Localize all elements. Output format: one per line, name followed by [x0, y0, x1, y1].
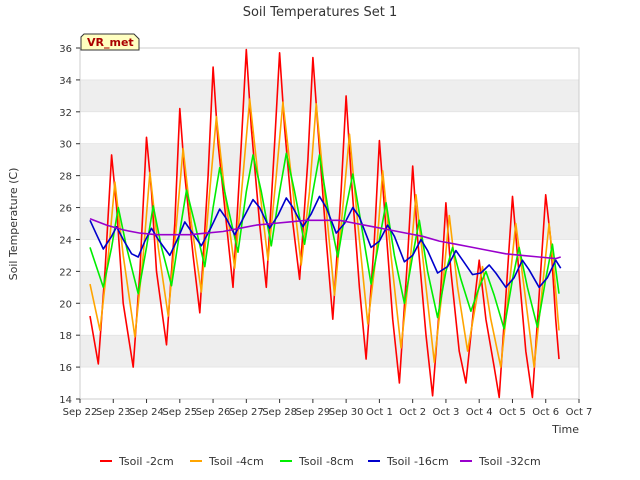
- legend-item: Tsoil -4cm: [190, 455, 264, 468]
- x-tick-label: Sep 22: [63, 407, 98, 418]
- y-tick-label: 30: [59, 140, 72, 151]
- plot-frame: [79, 47, 580, 400]
- x-tick-label: Oct 3: [433, 407, 460, 418]
- legend-label: Tsoil -16cm: [386, 455, 449, 468]
- legend-item: Tsoil -32cm: [460, 455, 541, 468]
- series-line: [89, 152, 560, 330]
- y-tick-label: 34: [59, 76, 72, 87]
- series-layer: [89, 48, 562, 399]
- series-line: [89, 48, 560, 399]
- x-tick-label: Oct 4: [466, 407, 493, 418]
- y-axis-label: Soil Temperature (C): [7, 168, 20, 281]
- x-tick-label: Oct 6: [532, 407, 559, 418]
- x-tick-label: Oct 5: [499, 407, 526, 418]
- site-badge-label: VR_met: [87, 36, 134, 49]
- chart-title: Soil Temperatures Set 1: [243, 5, 398, 20]
- series-line: [89, 98, 560, 368]
- x-tick-label: Sep 28: [262, 407, 297, 418]
- y-tick-label: 20: [59, 299, 72, 310]
- legend-label: Tsoil -32cm: [478, 455, 541, 468]
- series-line: [89, 217, 561, 260]
- y-tick-label: 36: [59, 44, 72, 55]
- x-tick-label: Oct 1: [366, 407, 393, 418]
- x-tick-label: Sep 26: [196, 407, 231, 418]
- x-tick-label: Sep 30: [329, 407, 364, 418]
- legend-label: Tsoil -2cm: [118, 455, 174, 468]
- x-tick-label: Sep 25: [162, 407, 197, 418]
- y-tick-label: 16: [59, 363, 72, 374]
- site-badge-box: [80, 33, 140, 51]
- y-tick-label: 22: [59, 267, 72, 278]
- x-tick-label: Oct 2: [399, 407, 426, 418]
- x-tick-label: Sep 23: [96, 407, 131, 418]
- y-tick-label: 26: [59, 204, 72, 215]
- grid-band: [80, 143, 579, 176]
- y-tick-label: 24: [59, 235, 72, 246]
- site-badge: VR_met: [80, 33, 140, 51]
- x-tick-label: Sep 24: [129, 407, 164, 418]
- x-tick-label: Sep 27: [229, 407, 264, 418]
- y-tick-label: 14: [59, 395, 72, 406]
- legend-label: Tsoil -8cm: [298, 455, 354, 468]
- y-tick-label: 32: [59, 108, 72, 119]
- x-tick-label: Oct 7: [566, 407, 593, 418]
- legend-item: Tsoil -16cm: [368, 455, 449, 468]
- legend-label: Tsoil -4cm: [208, 455, 264, 468]
- y-tick-label: 18: [59, 331, 72, 342]
- x-tick-label: Sep 29: [295, 407, 330, 418]
- y-axis-ticks: 14 16 18 20 22 24 26 28 30 32 34 36: [59, 44, 80, 406]
- grid-band: [80, 79, 579, 112]
- y-tick-label: 28: [59, 172, 72, 183]
- x-axis-label: Time: [551, 423, 579, 436]
- legend: Tsoil -2cm Tsoil -4cm Tsoil -8cm Tsoil -16c…: [100, 455, 541, 468]
- legend-item: Tsoil -2cm: [100, 455, 174, 468]
- legend-item: Tsoil -8cm: [280, 455, 354, 468]
- series-line: [89, 195, 562, 289]
